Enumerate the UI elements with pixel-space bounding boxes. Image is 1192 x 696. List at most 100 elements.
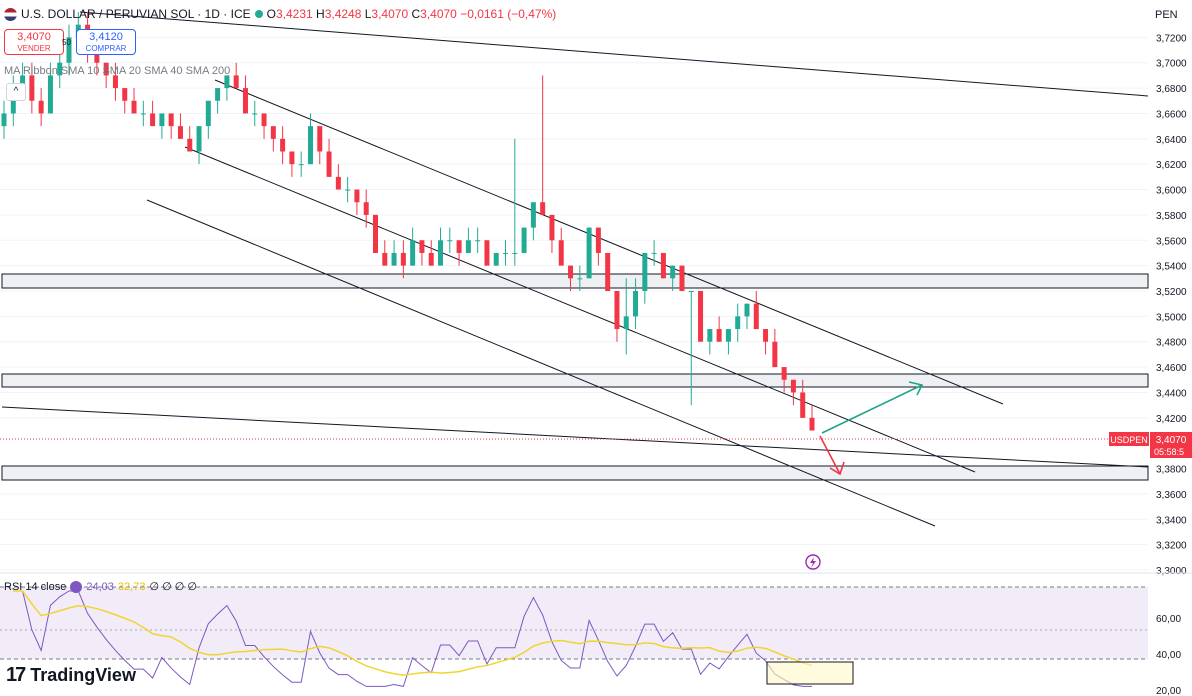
price-tick-label: 3,6800 (1156, 84, 1187, 95)
price-tick-label: 3,6200 (1156, 160, 1187, 171)
candle-body (679, 265, 685, 291)
candle-body (781, 367, 787, 380)
indicator-legend[interactable]: MA Ribbon SMA 10 SMA 20 SMA 40 SMA 200 (4, 65, 231, 77)
rsi-axis: 60,00 40,00 20,00 (1156, 614, 1181, 696)
support-zone-lower (1, 465, 1149, 481)
candle-body (159, 113, 165, 127)
candle-body (763, 329, 769, 342)
price-tick-label: 3,4400 (1156, 388, 1187, 399)
rsi-ma-line (13, 590, 813, 676)
candle-body (428, 252, 434, 266)
bullish-arrow-head (908, 381, 924, 396)
price-tick-label: 3,3200 (1156, 541, 1187, 552)
candle-body (484, 240, 490, 266)
price-tick-label: 3,6400 (1156, 135, 1187, 146)
candle-body (540, 202, 546, 215)
candle-body (595, 227, 601, 253)
support-zones (1, 273, 1149, 481)
channel-middle (184, 146, 976, 473)
market-status-icon (254, 10, 263, 18)
candle-body (688, 291, 694, 292)
price-badge: USDPEN 3,4070 05:58:5 (1109, 432, 1192, 458)
candle-body (20, 75, 26, 89)
candle-body (651, 252, 657, 254)
candle-body (642, 252, 648, 291)
candle-body (38, 100, 44, 114)
candle-body (363, 202, 369, 215)
candle-body (382, 252, 388, 266)
candle-body (252, 113, 258, 115)
candle-body (605, 252, 611, 291)
candle-body (233, 75, 239, 89)
trend-lines (1, 11, 1149, 527)
candle-body (47, 75, 53, 114)
candle-body (753, 303, 759, 330)
long-trendline (79, 11, 1149, 97)
price-tick-label: 3,6600 (1156, 109, 1187, 120)
candle-body (187, 138, 193, 152)
candle-body (419, 240, 425, 253)
candle-body (335, 176, 341, 190)
candle-body (242, 88, 248, 114)
spread-value: 50 (62, 38, 71, 47)
buy-button[interactable]: 3,4120 COMPRAR (76, 29, 136, 55)
rsi-band (0, 587, 1148, 659)
rsi-legend[interactable]: RSI 14 close 24,03 32,73 ∅ ∅ ∅ ∅ (4, 580, 197, 593)
price-tick-label: 3,6000 (1156, 186, 1187, 197)
projection-arrows (819, 381, 924, 476)
candle-body (205, 100, 211, 127)
candle-body (317, 126, 323, 152)
candle-body (103, 62, 109, 76)
ohlc-values: O3,4231 H3,4248 L3,4070 C3,4070 −0,0161 … (266, 7, 557, 21)
candle-body (372, 214, 378, 253)
candle-body (586, 227, 592, 279)
badge-price: 3,4070 (1156, 435, 1187, 446)
candle-body (66, 37, 72, 63)
rsi-value: 24,03 (86, 580, 114, 593)
price-tick-label: 3,5600 (1156, 236, 1187, 247)
collapse-legend-button[interactable]: ^ (6, 83, 26, 101)
lightning-icon[interactable] (805, 554, 821, 570)
rsi-extra: ∅ ∅ ∅ ∅ (149, 581, 197, 593)
candle-body (521, 227, 527, 253)
oversold-highlight (766, 661, 854, 685)
channel-upper (214, 79, 1004, 405)
candle-body (558, 240, 564, 266)
candle-body (438, 240, 444, 266)
candle-body (326, 151, 332, 177)
candle-body (800, 392, 806, 418)
candle-body (549, 214, 555, 241)
sell-label: VENDER (17, 44, 51, 53)
price-tick-label: 3,5800 (1156, 211, 1187, 222)
candle-body (670, 265, 676, 279)
price-tick-label: 3,5400 (1156, 262, 1187, 273)
price-axis[interactable]: 3,7200 3,7000 3,6800 3,6600 3,6400 3,6200 3,60… (1156, 33, 1187, 577)
candle-body (261, 113, 267, 127)
chart-header: U.S. DOLLAR / PERUVIAN SOL · 1D · ICE O3… (4, 7, 556, 21)
rsi-ma-value: 32,73 (117, 580, 146, 593)
visibility-icon[interactable] (70, 580, 83, 593)
channel-lower (146, 199, 936, 527)
candle-body (140, 113, 146, 115)
badge-countdown: 05:58:5 (1154, 447, 1184, 457)
candle-body (465, 240, 471, 253)
tradingview-logo[interactable]: 17 TradingView (6, 664, 136, 687)
symbol-title[interactable]: U.S. DOLLAR / PERUVIAN SOL · 1D · ICE (21, 7, 251, 21)
brand-name: TradingView (30, 665, 136, 685)
flag-icon (4, 7, 17, 21)
candle-body (400, 252, 406, 266)
badge-symbol: USDPEN (1110, 435, 1148, 445)
candle-body (530, 202, 536, 228)
candle-body (725, 329, 731, 342)
currency-label[interactable]: PEN (1155, 9, 1178, 21)
candle-body (345, 189, 351, 191)
candle-body (707, 329, 713, 342)
candle-body (410, 240, 416, 266)
candle-body (150, 113, 156, 127)
candle-body (29, 75, 35, 101)
candle-body (289, 151, 295, 165)
candle-body (94, 50, 100, 63)
candle-body (512, 252, 518, 254)
sell-button[interactable]: 3,4070 VENDER (4, 29, 64, 55)
